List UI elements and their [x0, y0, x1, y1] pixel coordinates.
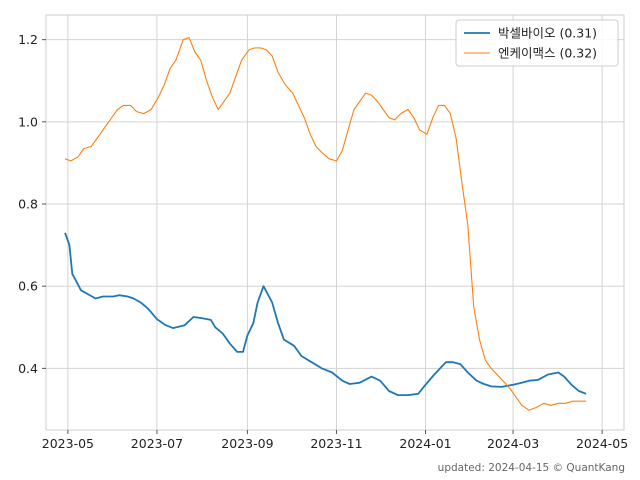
legend: 박셀바이오 (0.31) 엔케이맥스 (0.32): [455, 19, 619, 67]
legend-box: [455, 19, 619, 67]
axis-tick-labels: 2023-05 2023-07 2023-09 2023-11 2024-01 2024-…: [18, 32, 628, 451]
grid-lines: [46, 15, 624, 430]
x-tick-label: 2024-03: [487, 436, 539, 451]
x-tick-label: 2024-05: [576, 436, 628, 451]
y-tick-label: 1.2: [18, 32, 38, 47]
series-lines: [64, 37, 587, 411]
x-tick-label: 2024-01: [399, 436, 451, 451]
x-tick-label: 2023-11: [310, 436, 362, 451]
legend-label: 박셀바이오 (0.31): [498, 26, 597, 41]
x-tick-label: 2023-09: [221, 436, 273, 451]
y-tick-label: 0.8: [18, 197, 38, 212]
y-tick-label: 0.4: [18, 361, 38, 376]
series-line-0: [64, 232, 587, 396]
series-line-1: [64, 37, 587, 411]
updated-footer: updated: 2024-04-15 © QuantKang: [437, 462, 625, 474]
x-tick-label: 2023-07: [131, 436, 183, 451]
y-tick-label: 0.6: [18, 279, 38, 294]
x-tick-label: 2023-05: [42, 436, 94, 451]
y-tick-label: 1.0: [18, 114, 38, 129]
legend-label: 엔케이맥스 (0.32): [498, 46, 597, 61]
plot-area: [45, 14, 625, 431]
